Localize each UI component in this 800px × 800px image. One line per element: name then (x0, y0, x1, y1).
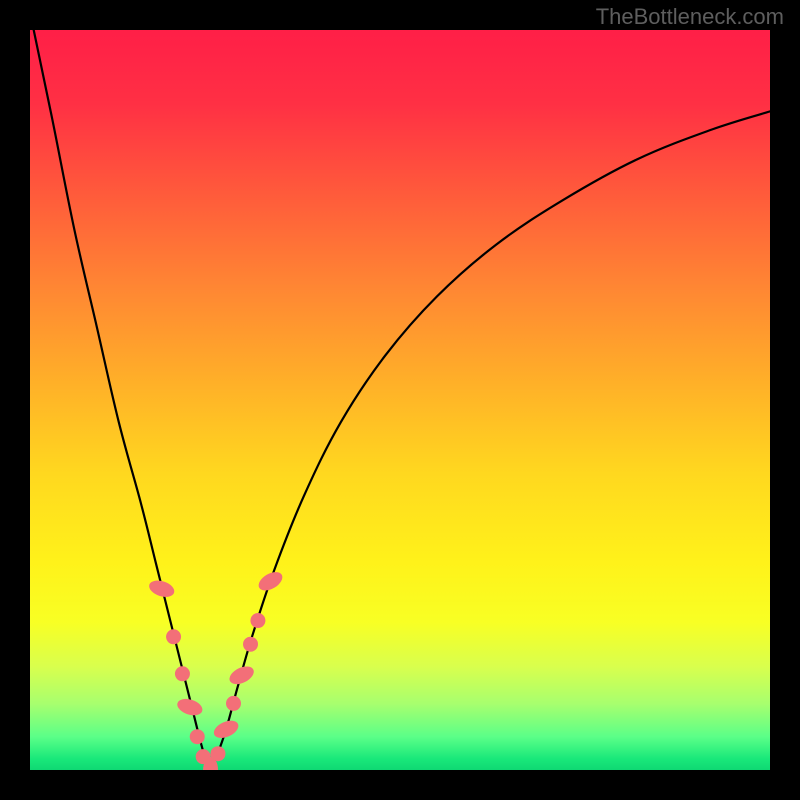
bead-circle-1 (166, 629, 181, 644)
right-curve (211, 111, 770, 770)
bead-circle-7 (210, 746, 225, 761)
chart-stage: TheBottleneck.com (0, 0, 800, 800)
bead-circle-11 (243, 637, 258, 652)
overlay-svg (30, 30, 770, 770)
bead-circle-12 (250, 613, 265, 628)
plot-frame (30, 30, 770, 770)
bead-pill-10 (227, 663, 257, 688)
curves-group (34, 30, 770, 770)
bead-pill-8 (211, 717, 241, 741)
bead-circle-2 (175, 666, 190, 681)
watermark-text: TheBottleneck.com (596, 4, 784, 30)
bead-pill-0 (147, 578, 176, 600)
plot-area (30, 30, 770, 770)
bead-circle-9 (226, 696, 241, 711)
bead-pill-13 (255, 568, 285, 594)
bead-circle-4 (190, 729, 205, 744)
left-curve (34, 30, 211, 770)
